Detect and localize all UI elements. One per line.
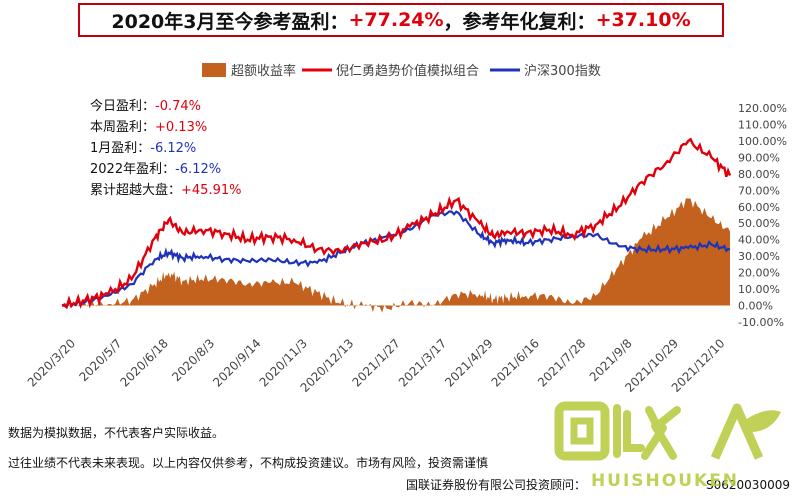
y-tick-label: 0.00% xyxy=(738,300,773,313)
stat-value: +45.91% xyxy=(181,183,241,198)
x-tick-label: 2021/4/29 xyxy=(442,336,495,389)
y-tick-label: 40.00% xyxy=(738,234,780,247)
legend-label-index: 沪深300指数 xyxy=(524,63,601,79)
stat-value: -0.74% xyxy=(155,99,201,114)
stat-row: 本周盈利：+0.13% xyxy=(90,120,207,135)
stat-label: 2022年盈利： xyxy=(90,162,175,177)
footer-code: S0620030009 xyxy=(706,478,790,492)
logo-char-hui xyxy=(554,401,610,461)
x-tick-label: 2021/1/27 xyxy=(349,336,402,389)
x-tick-label: 2020/8/3 xyxy=(169,336,217,384)
legend-swatch-excess xyxy=(202,63,226,77)
stat-label: 今日盈利： xyxy=(90,98,155,114)
logo-leaf-icon xyxy=(710,403,764,460)
header-text-annual: ，参考年化复利： xyxy=(443,10,596,33)
plot-area xyxy=(61,137,732,313)
watermark-text: HUISHOUKEN xyxy=(591,471,739,491)
stat-label: 本周盈利： xyxy=(90,120,155,135)
y-tick-label: 50.00% xyxy=(738,217,780,230)
y-tick-label: 10.00% xyxy=(738,283,780,296)
x-tick-label: 2020/5/7 xyxy=(76,336,124,384)
x-tick-label: 2020/9/14 xyxy=(210,336,263,389)
y-tick-label: 60.00% xyxy=(738,201,780,214)
x-tick-label: 2021/3/17 xyxy=(396,336,449,389)
stats-box: 今日盈利：-0.74%本周盈利：+0.13%1月盈利：-6.12%2022年盈利… xyxy=(90,98,241,198)
x-tick-label: 2021/9/8 xyxy=(587,336,635,384)
stat-value: +0.13% xyxy=(155,120,207,135)
y-tick-label: 120.00% xyxy=(738,102,787,115)
y-tick-label: 110.00% xyxy=(738,119,787,132)
y-tick-label: 100.00% xyxy=(738,135,787,148)
header-value-profit: +77.24% xyxy=(348,9,444,31)
stat-label: 累计超越大盘： xyxy=(90,182,181,198)
footer-line-2: 过往业绩不代表未来表现。以上内容仅供参考，不构成投资建议。市场有风险，投资需谨慎 xyxy=(8,456,489,470)
stat-value: -6.12% xyxy=(150,141,196,156)
x-tick-label: 2021/6/16 xyxy=(489,336,542,389)
footer-line-3: 国联证券股份有限公司投资顾问： S0620030009 xyxy=(406,476,790,493)
series-area-excess xyxy=(62,198,730,313)
stat-label: 1月盈利： xyxy=(90,141,150,156)
x-tick-label: 2021/7/28 xyxy=(535,336,588,389)
legend: 超额收益率 倪仁勇趋势价值模拟组合 沪深300指数 xyxy=(202,63,601,79)
series-line-portfolio xyxy=(62,137,732,310)
stat-row: 1月盈利：-6.12% xyxy=(90,141,196,156)
chart: 超额收益率 倪仁勇趋势价值模拟组合 沪深300指数 今日盈利：-0.74%本周盈… xyxy=(25,63,787,395)
y-axis-ticks: 120.00% 110.00% 100.00% 90.00% 80.00% 70.00% 6… xyxy=(738,102,787,329)
logo-char-shou xyxy=(613,404,681,460)
stat-row: 累计超越大盘：+45.91% xyxy=(90,182,241,198)
y-tick-label: -10.00% xyxy=(738,316,784,329)
y-tick-label: 80.00% xyxy=(738,168,780,181)
stat-row: 今日盈利：-0.74% xyxy=(90,98,201,114)
stat-row: 2022年盈利：-6.12% xyxy=(90,162,221,177)
x-axis-ticks: 2020/3/202020/5/72020/6/182020/8/32020/9… xyxy=(25,336,728,395)
footer-line-1: 数据为模拟数据，不代表客户实际收益。 xyxy=(8,426,225,440)
y-tick-label: 70.00% xyxy=(738,184,780,197)
y-tick-label: 20.00% xyxy=(738,267,780,280)
x-tick-label: 2020/3/20 xyxy=(25,336,78,389)
y-tick-label: 90.00% xyxy=(738,151,780,164)
footer-advisor: 国联证券股份有限公司投资顾问： xyxy=(406,478,587,492)
header-value-annual: +37.10% xyxy=(595,9,691,31)
legend-label-excess: 超额收益率 xyxy=(231,63,296,79)
legend-label-portfolio: 倪仁勇趋势价值模拟组合 xyxy=(336,63,479,79)
header-banner: 2020年3月至今参考盈利： +77.24% ，参考年化复利： +37.10% xyxy=(78,3,724,37)
x-tick-label: 2020/6/18 xyxy=(117,336,170,389)
stat-value: -6.12% xyxy=(175,162,221,177)
header-text-profit: 2020年3月至今参考盈利： xyxy=(111,10,349,33)
watermark-logo: HUISHOUKEN xyxy=(554,401,781,491)
y-tick-label: 30.00% xyxy=(738,250,780,263)
